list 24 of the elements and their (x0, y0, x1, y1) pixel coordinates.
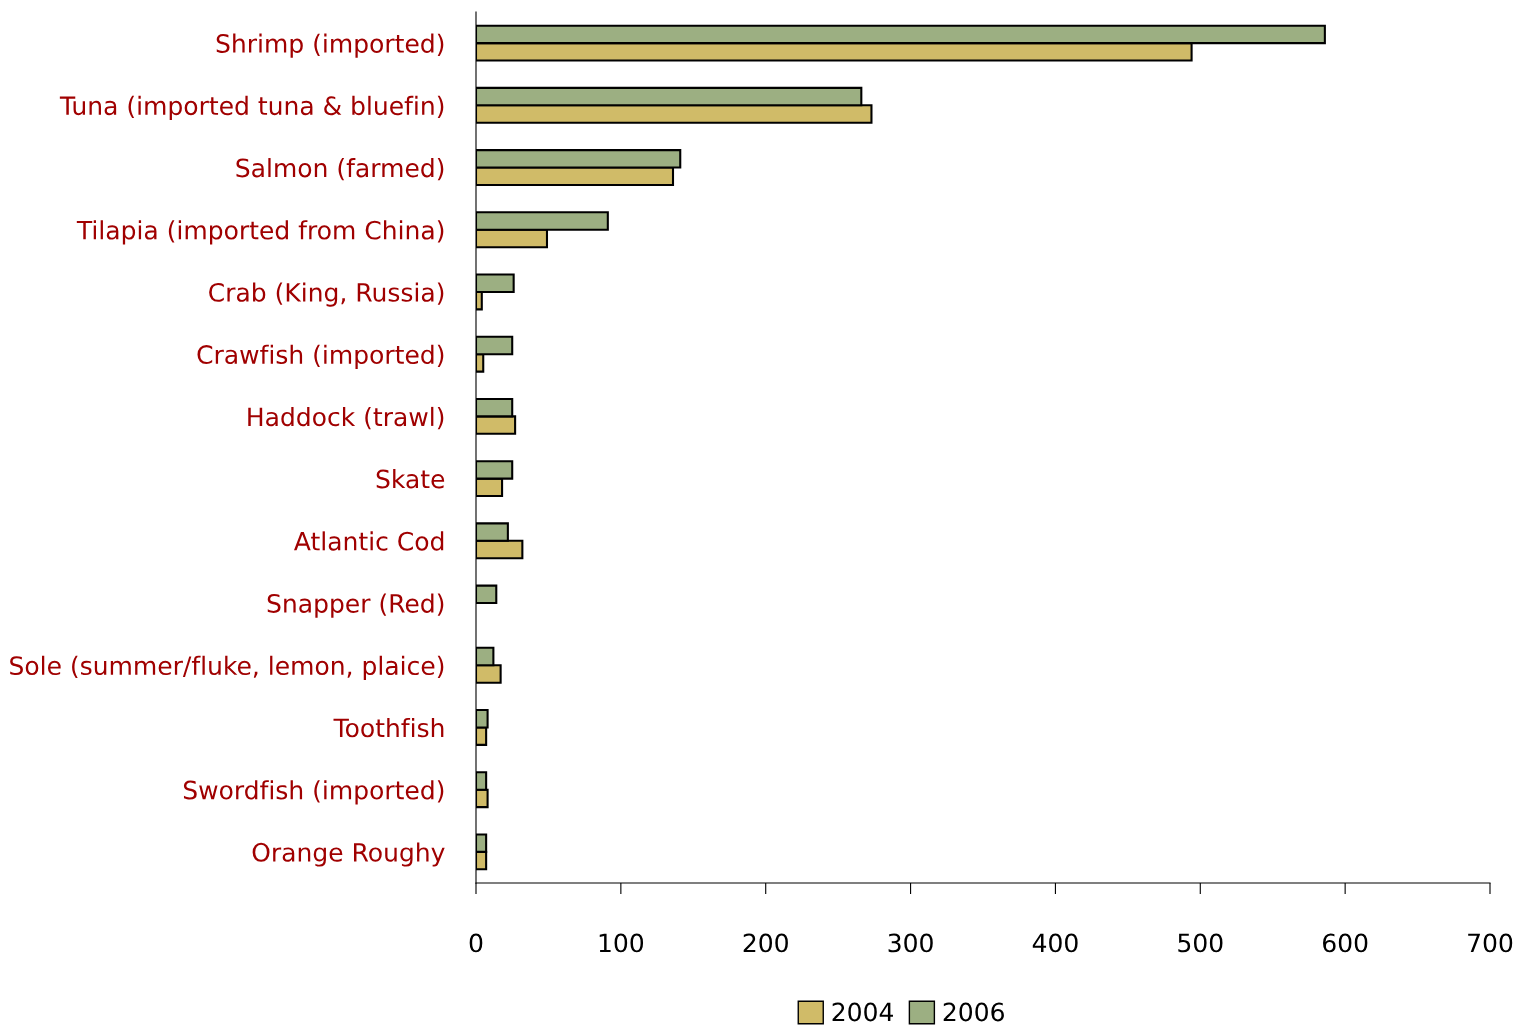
x-tick-label: 700 (1468, 933, 1513, 953)
y-tick-label: Skate (376, 469, 445, 489)
y-tick-label: Sole (summer/fluke, lemon, plaice) (10, 655, 444, 680)
y-tick-label: Tuna (imported tuna & bluefin) (59, 95, 444, 121)
legend-label: 2004 (832, 1002, 893, 1022)
x-tick-label: 200 (743, 933, 788, 953)
x-tick-label: 100 (599, 933, 644, 953)
y-tick-label: Crawfish (imported) (197, 344, 444, 369)
legend-label: 2006 (943, 1002, 1004, 1022)
y-tick-label: Orange Roughy (252, 842, 445, 867)
y-tick-label: Toothfish (333, 717, 444, 738)
y-tick-label: Tilapia (imported from China) (76, 220, 444, 245)
x-tick-label: 0 (469, 933, 483, 953)
x-tick-label: 500 (1178, 933, 1223, 953)
y-tick-label: Atlantic Cod (294, 531, 444, 551)
y-tick-label: Crab (King, Russia) (209, 282, 444, 307)
y-tick-label: Swordfish (imported) (183, 780, 444, 805)
y-tick-label: Snapper (Red) (267, 593, 444, 618)
y-tick-label: Haddock (trawl) (248, 406, 444, 430)
x-tick-label: 300 (888, 933, 933, 953)
x-tick-label: 400 (1032, 933, 1078, 953)
x-tick-label: 600 (1323, 933, 1368, 953)
y-tick-label: Shrimp (imported) (216, 33, 444, 58)
y-tick-label: Salmon (farmed) (236, 158, 444, 181)
